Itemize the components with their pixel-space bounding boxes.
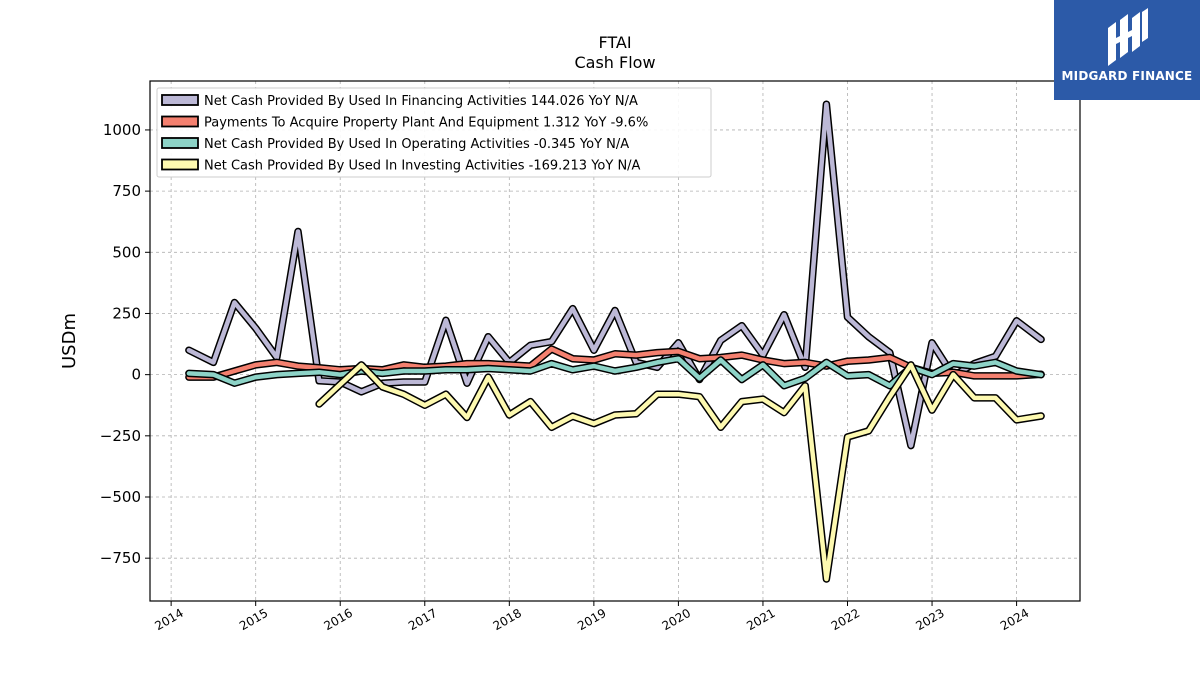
x-tick-label: 2015 [237, 606, 270, 633]
x-tick-label: 2023 [913, 606, 946, 633]
x-tick-label: 2018 [491, 606, 524, 633]
x-tick-label: 2024 [998, 606, 1031, 633]
x-tick-label: 2022 [829, 606, 862, 633]
legend-entry-3: Net Cash Provided By Used In Investing A… [204, 159, 641, 174]
legend-swatch-1 [161, 115, 199, 128]
series-line-1 [186, 346, 1044, 380]
series-line-3 [316, 362, 1044, 582]
legend-entry-1: Payments To Acquire Property Plant And E… [204, 116, 648, 131]
y-tick-label: −500 [100, 488, 141, 506]
legend-swatch-2 [161, 137, 199, 149]
y-tick-label: 1000 [103, 121, 141, 139]
legend-swatch-3 [161, 158, 199, 171]
x-tick-label: 2014 [152, 606, 185, 633]
y-axis-label: USDm [59, 313, 80, 369]
x-tick-label: 2016 [322, 606, 355, 633]
y-tick-label: 250 [112, 304, 141, 322]
chart-subtitle: Cash Flow [574, 53, 655, 72]
y-tick-label: 750 [112, 182, 141, 200]
y-tick-label: 500 [112, 243, 141, 261]
series-lines [185, 100, 1045, 583]
brand-name: MIDGARD FINANCE [1061, 69, 1193, 83]
x-tick-label: 2019 [575, 606, 608, 633]
plot-frame [149, 80, 1081, 602]
series-outline-3 [315, 361, 1045, 583]
x-tick-label: 2020 [660, 606, 693, 633]
y-tick-label: 0 [131, 366, 141, 384]
y-tick-label: −250 [100, 427, 141, 445]
x-tick-label: 2017 [406, 606, 439, 633]
legend-entry-2: Net Cash Provided By Used In Operating A… [204, 137, 629, 152]
y-tick-label: −750 [100, 549, 141, 567]
x-axis: 2014 2015 2016 2017 2018 2019 2020 2021 2022 2023… [152, 601, 1031, 633]
legend: Net Cash Provided By Used In Financing A… [156, 87, 712, 178]
legend-swatch-0 [161, 94, 199, 106]
y-axis: −750 −500 −250 0 250 500 750 1000 [100, 121, 150, 567]
chart-title: FTAI [598, 33, 631, 52]
brand-logo: MIDGARD FINANCE [1054, 0, 1200, 100]
legend-entry-0: Net Cash Provided By Used In Financing A… [204, 94, 638, 109]
x-tick-label: 2021 [744, 606, 777, 633]
midgard-m-logo-icon [1108, 8, 1148, 66]
